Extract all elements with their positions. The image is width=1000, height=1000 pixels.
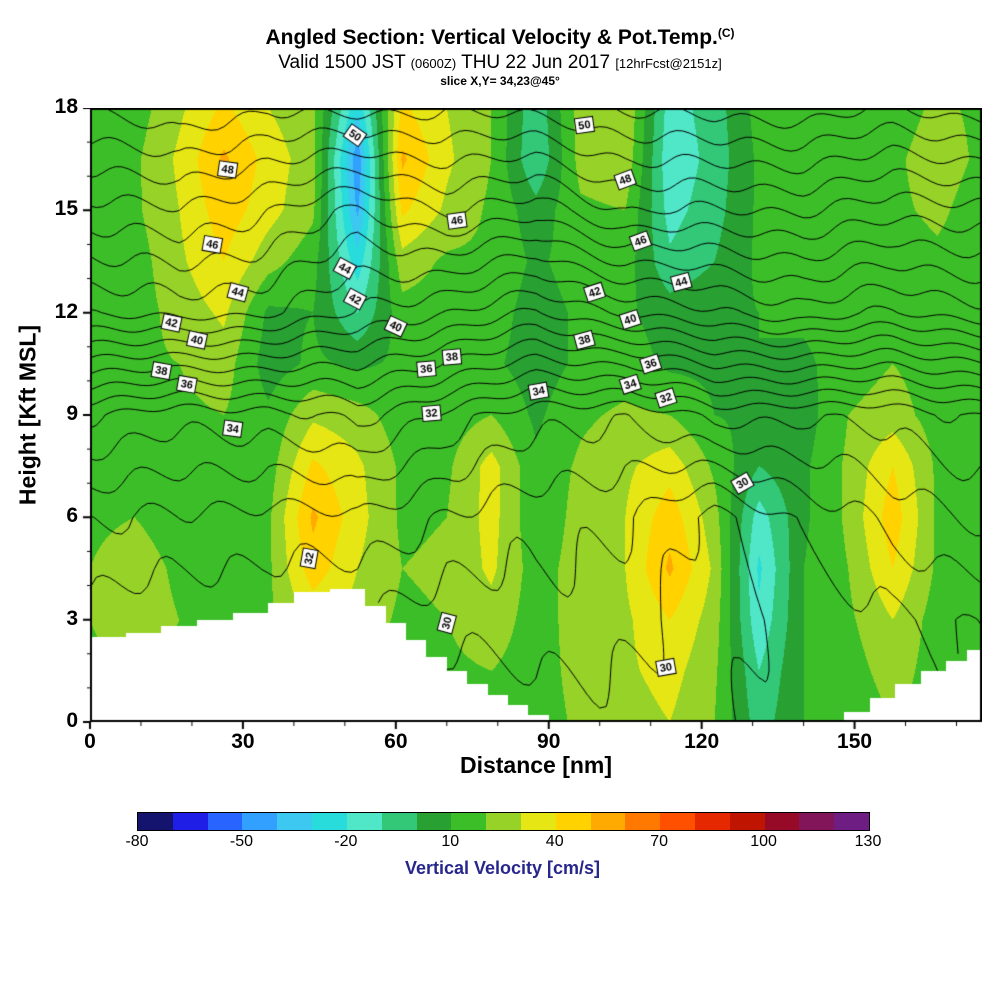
colorbar-swatch — [834, 813, 870, 830]
colorbar — [137, 812, 870, 831]
valid-time-utc: (0600Z) — [410, 56, 457, 71]
colorbar-swatch — [172, 813, 208, 830]
valid-time-main: Valid 1500 JST — [278, 52, 406, 73]
colorbar-swatch — [729, 813, 765, 830]
x-tick-label: 30 — [231, 730, 255, 753]
x-axis-label: Distance [nm] — [459, 752, 613, 778]
colorbar-tick-label: -80 — [125, 833, 149, 850]
slice-info-line: slice X,Y= 34,23@45° — [440, 74, 560, 88]
chart-title-units: (C) — [717, 26, 735, 40]
x-tick-label: 150 — [837, 730, 873, 753]
colorbar-tick-label: 100 — [750, 833, 777, 850]
colorbar-swatch — [695, 813, 730, 830]
y-tick-label: 18 — [54, 95, 78, 118]
colorbar-tick-label: 130 — [854, 833, 882, 850]
y-tick-label: 15 — [54, 197, 78, 221]
valid-time-line: Valid 1500 JST (0600Z) THU 22 Jun 2017 [… — [0, 52, 1000, 74]
colorbar-swatch — [799, 813, 835, 830]
colorbar-swatch — [486, 813, 521, 830]
x-tick-label: 60 — [384, 730, 408, 753]
y-tick-label: 0 — [66, 709, 78, 732]
y-tick-label: 6 — [66, 504, 78, 528]
colorbar-swatch — [555, 813, 591, 830]
colorbar-title: Vertical Velocity [cm/s] — [404, 858, 601, 878]
colorbar-tick-label: 70 — [650, 833, 669, 850]
y-tick-label: 9 — [66, 402, 78, 425]
valid-date: THU 22 Jun 2017 — [461, 52, 611, 73]
colorbar-tick-labels: -80 -50 -20 10 40 70 100 130 — [125, 833, 881, 853]
colorbar-swatch — [590, 813, 626, 830]
colorbar-swatch — [312, 813, 347, 830]
colorbar-swatch — [277, 813, 313, 830]
colorbar-swatch — [242, 813, 278, 830]
colorbar-swatch — [764, 813, 800, 830]
colorbar-swatch — [346, 813, 382, 830]
colorbar-swatch — [138, 813, 173, 830]
colorbar-swatch — [381, 813, 417, 830]
colorbar-tick-label: 40 — [545, 833, 564, 850]
colorbar-swatch — [207, 813, 243, 830]
colorbar-tick-label: -50 — [229, 833, 253, 850]
colorbar-swatch — [660, 813, 695, 830]
colorbar-swatch — [520, 813, 556, 830]
x-tick-label: 120 — [684, 730, 720, 753]
forecast-info: [12hrFcst@2151z] — [615, 56, 722, 71]
y-tick-label: 3 — [66, 606, 78, 630]
cross-section-plot-canvas — [76, 108, 982, 736]
y-tick-label: 12 — [54, 299, 78, 323]
x-tick-label: 90 — [537, 730, 561, 753]
colorbar-swatch — [451, 813, 487, 830]
chart-title: Angled Section: Vertical Velocity & Pot.… — [0, 26, 1000, 50]
colorbar-swatch — [625, 813, 661, 830]
x-tick-label: 0 — [84, 730, 96, 753]
chart-title-text: Angled Section: Vertical Velocity & Pot.… — [265, 26, 718, 49]
colorbar-tick-label: -20 — [334, 833, 358, 850]
colorbar-tick-label: 10 — [441, 833, 460, 850]
colorbar-swatch — [416, 813, 452, 830]
